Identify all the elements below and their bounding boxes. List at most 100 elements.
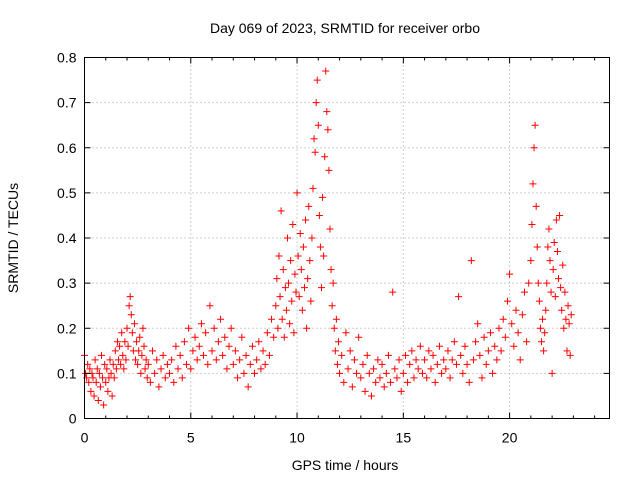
data-point	[540, 347, 548, 355]
data-point	[414, 365, 422, 373]
data-point	[242, 351, 250, 359]
data-point	[433, 360, 441, 368]
data-point	[532, 202, 540, 210]
y-tick-label: 0	[69, 411, 77, 427]
data-point	[425, 347, 433, 355]
data-point	[508, 320, 516, 328]
data-point	[431, 378, 439, 386]
data-point	[482, 360, 490, 368]
data-point	[391, 365, 399, 373]
data-point	[435, 342, 443, 350]
data-point	[338, 351, 346, 359]
data-point	[92, 378, 100, 386]
data-point	[272, 302, 280, 310]
data-point	[149, 347, 157, 355]
data-point	[274, 324, 282, 332]
data-point	[234, 374, 242, 382]
data-point	[550, 239, 558, 247]
data-point	[225, 342, 233, 350]
data-points	[81, 67, 575, 409]
data-point	[282, 306, 290, 314]
data-point	[336, 369, 344, 377]
plot-frame	[84, 57, 610, 419]
data-point	[325, 166, 333, 174]
data-point	[543, 279, 551, 287]
data-point	[547, 288, 555, 296]
data-point	[291, 270, 299, 278]
data-point	[108, 392, 116, 400]
data-point	[520, 288, 528, 296]
data-point	[427, 365, 435, 373]
data-point	[153, 356, 161, 364]
data-point	[469, 356, 477, 364]
data-point	[200, 351, 208, 359]
data-point	[253, 356, 261, 364]
x-tick-label: 0	[81, 430, 89, 446]
data-point	[355, 333, 363, 341]
data-point	[446, 374, 454, 382]
data-point	[350, 356, 358, 364]
data-point	[283, 234, 291, 242]
x-axis-label: GPS time / hours	[292, 457, 399, 473]
data-point	[210, 324, 218, 332]
data-point	[461, 342, 469, 350]
data-point	[100, 401, 108, 409]
data-point	[280, 333, 288, 341]
data-point	[397, 387, 405, 395]
data-point	[183, 360, 191, 368]
data-point	[305, 202, 313, 210]
data-point	[448, 356, 456, 364]
x-tick-label: 20	[502, 430, 518, 446]
data-point	[478, 374, 486, 382]
data-point	[480, 333, 488, 341]
data-point	[553, 248, 561, 256]
data-point	[528, 220, 536, 228]
data-point	[452, 360, 460, 368]
data-point	[229, 360, 237, 368]
data-point	[143, 374, 151, 382]
data-point	[344, 365, 352, 373]
data-point	[302, 216, 310, 224]
x-axis-ticks: 0 5 10 15 20	[81, 57, 596, 446]
data-point	[273, 275, 281, 283]
data-point	[311, 148, 319, 156]
data-point	[110, 374, 118, 382]
data-point	[259, 347, 267, 355]
data-point	[288, 297, 296, 305]
y-axis-label: SRMTID / TECUs	[5, 183, 21, 293]
data-point	[557, 284, 565, 292]
data-point	[323, 108, 331, 116]
data-point	[463, 360, 471, 368]
data-point	[289, 220, 297, 228]
data-point	[292, 288, 300, 296]
data-point	[389, 288, 397, 296]
data-point	[112, 365, 120, 373]
data-point	[151, 369, 159, 377]
data-point	[223, 365, 231, 373]
data-point	[212, 356, 220, 364]
data-point	[365, 369, 373, 377]
data-point	[96, 383, 104, 391]
data-point	[536, 324, 544, 332]
data-point	[285, 279, 293, 287]
data-point	[563, 347, 571, 355]
grid	[84, 57, 610, 419]
data-point	[491, 342, 499, 350]
data-point	[263, 329, 271, 337]
data-point	[172, 342, 180, 350]
data-point	[255, 338, 263, 346]
data-point	[137, 369, 145, 377]
data-point	[501, 333, 509, 341]
data-point	[159, 351, 167, 359]
data-point	[113, 338, 121, 346]
data-point	[161, 374, 169, 382]
data-point	[132, 356, 140, 364]
data-point	[438, 369, 446, 377]
data-point	[399, 369, 407, 377]
data-point	[102, 378, 110, 386]
y-tick-label: 0.5	[57, 185, 77, 201]
data-point	[298, 306, 306, 314]
data-point	[279, 266, 287, 274]
data-point	[552, 216, 560, 224]
data-point	[303, 324, 311, 332]
